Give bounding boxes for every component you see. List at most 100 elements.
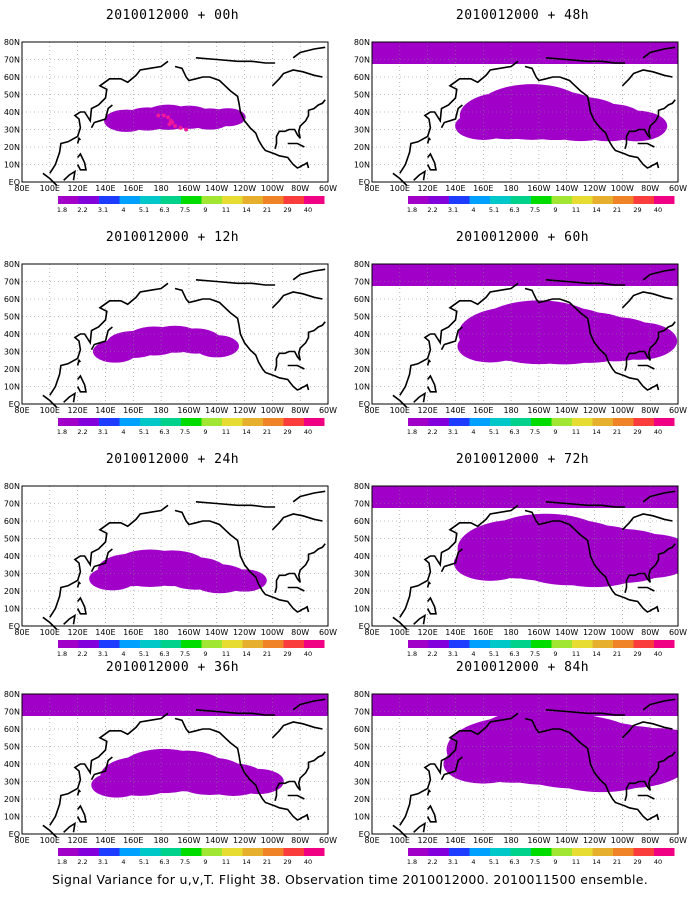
colorbar-swatch [78,196,99,204]
colorbar-swatch [469,640,490,648]
colorbar-swatch [119,640,140,648]
coastline [42,172,58,187]
colorbar-label: 4 [471,858,475,866]
x-tick-label: 180 [153,406,168,415]
colorbar-label: 11 [222,206,230,214]
x-tick-label: 160W [527,406,550,415]
y-tick-label: 60N [354,517,370,526]
x-tick-label: 160W [177,184,200,193]
map-frame [371,693,679,835]
colorbar-swatch [428,640,449,648]
colorbar-label: 7.5 [180,428,190,436]
x-tick-label: 120W [233,184,256,193]
x-tick-label: 120W [233,406,256,415]
colorbar-label: 9 [203,858,207,866]
y-tick-label: 30N [4,778,20,787]
x-tick-label: 160E [123,628,143,637]
panel-title: 2010012000 + 48h [455,8,590,23]
coastline [90,326,113,351]
colorbar-label: 21 [613,206,621,214]
y-tick-label: 80N [4,690,20,699]
y-tick-label: 30N [354,778,370,787]
signal-field [92,325,240,363]
y-tick-label: 40N [354,330,370,339]
colorbar-label: 14 [592,650,600,658]
coastline [426,152,437,171]
panel-title: 2010012000 + 24h [105,452,240,467]
x-tick-label: 140W [555,836,578,845]
coastline [76,136,82,144]
colorbar-swatch [572,418,593,426]
y-tick-label: 40N [4,760,20,769]
colorbar-swatch [490,640,511,648]
colorbar-label: 4 [471,650,475,658]
map-canvas: EQ 10N 20N 30N 40N 50N 60N 70N 80N 80E 100E 120E 140… [4,38,337,214]
colorbar-label: 3.1 [98,858,108,866]
y-tick-label: 60N [4,295,20,304]
coastline [440,756,463,781]
coastline [292,698,326,711]
coastline [649,161,660,169]
panel-48h: EQ 10N 20N 30N 40N 50N 60N 70N 80N 80E 100E 120E 140… [350,0,695,222]
colorbar-label: 1.8 [407,650,417,658]
y-tick-label: 60N [4,517,20,526]
x-tick-label: 120W [583,406,606,415]
coastline [76,788,82,796]
colorbar-swatch [510,848,531,856]
colorbar-swatch [490,848,511,856]
colorbar-swatch [222,418,243,426]
coastline [49,282,169,396]
coastline [413,821,426,833]
coastline [392,172,408,187]
coastline [76,804,87,823]
coastline [174,717,302,821]
map-frame [21,263,329,405]
colorbar-swatch [510,418,531,426]
y-tick-label: 30N [354,570,370,579]
y-tick-label: 40N [4,552,20,561]
coastline [195,57,276,64]
x-tick-label: 60W [669,836,687,845]
colorbar-label: 14 [242,858,250,866]
y-tick-label: EQ [359,622,370,631]
x-tick-label: 60W [319,836,337,845]
signal-blob [222,569,267,592]
panel-84h: EQ 10N 20N 30N 40N 50N 60N 70N 80N 80E 100E 120E 140… [350,652,695,874]
colorbar-swatch [283,848,304,856]
x-tick-label: 100W [611,406,634,415]
colorbar-label: 14 [592,428,600,436]
x-tick-label: 80E [14,836,29,845]
x-tick-label: 80W [291,836,309,845]
x-tick-label: 80E [364,628,379,637]
y-tick-label: 70N [354,708,370,717]
colorbar-swatch [160,848,181,856]
map-canvas: EQ 10N 20N 30N 40N 50N 60N 70N 80N 80E 100E 120E 140… [354,482,687,658]
y-tick-label: 50N [354,743,370,752]
x-tick-label: 100E [390,406,410,415]
colorbar-label: 5.1 [489,428,499,436]
colorbar-label: 7.5 [530,428,540,436]
x-tick-label: 140E [445,628,465,637]
y-tick-label: 80N [354,690,370,699]
colorbar-swatch [531,848,552,856]
coastline [621,69,673,87]
colorbar-swatch [181,848,202,856]
polar-signal [372,264,678,286]
x-tick-label: 160W [527,836,550,845]
colorbar-label: 2.2 [77,428,87,436]
y-tick-label: 60N [4,73,20,82]
coastline [392,394,408,409]
colorbar-label: 4 [121,858,125,866]
colorbar-label: 40 [304,428,312,436]
coastline [637,586,655,592]
x-tick-label: 180 [503,406,518,415]
coastline [426,358,432,366]
y-tick-label: 20N [4,795,20,804]
signal-blob [600,322,678,360]
colorbar-label: 11 [572,206,580,214]
y-tick-label: 70N [4,56,20,65]
x-tick-label: 160W [177,628,200,637]
colorbar-swatch [263,196,284,204]
y-tick-label: 10N [4,383,20,392]
colorbar-label: 11 [222,858,230,866]
